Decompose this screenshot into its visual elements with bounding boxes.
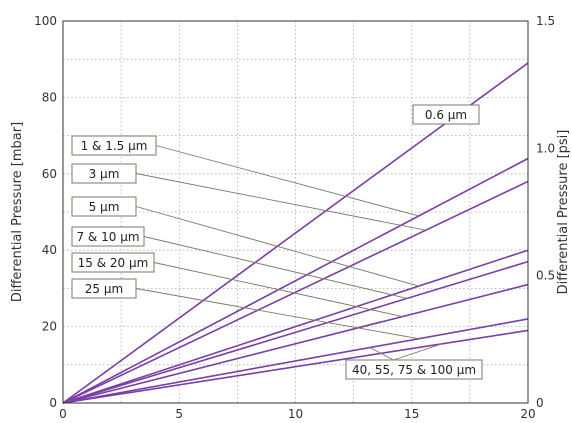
annotation-box	[71, 135, 157, 156]
annotation: 1 & 1.5 µm	[71, 135, 419, 217]
annotations: 0.6 µm 1 & 1.5 µm 3 µm 5 µm 7 & 10 µm 15 & 20…	[71, 104, 483, 380]
annotation-box	[412, 104, 480, 125]
leader-line	[155, 145, 419, 217]
leader-line	[135, 288, 419, 340]
series-line	[62, 329, 529, 404]
y-tick-label: 0	[49, 396, 57, 410]
annotation-label: 3 µm	[89, 167, 120, 181]
series-line	[62, 180, 529, 404]
annotation: 5 µm	[71, 196, 419, 287]
y-tick-label: 60	[42, 167, 57, 181]
annotation-label: 15 & 20 µm	[78, 256, 149, 270]
annotation: 15 & 20 µm	[71, 252, 403, 317]
annotation-box	[71, 278, 137, 299]
annotation-label: 40, 55, 75 & 100 µm	[352, 363, 476, 377]
leader-line	[135, 206, 419, 287]
annotation-box	[345, 359, 483, 380]
annotation: 25 µm	[71, 278, 419, 340]
annotation-label: 25 µm	[85, 282, 123, 296]
annotation-label: 7 & 10 µm	[76, 230, 139, 244]
x-tick-label: 15	[404, 407, 419, 421]
annotation: 7 & 10 µm	[71, 226, 408, 299]
annotation: 3 µm	[71, 163, 426, 231]
annotation: 40, 55, 75 & 100 µm	[345, 343, 483, 380]
y2-tick-label: 0	[536, 396, 544, 410]
y-tick-label: 40	[42, 243, 57, 257]
y2-tick-label: 1.0	[536, 141, 555, 155]
annotation-box	[71, 226, 145, 247]
x-tick-label: 0	[59, 407, 67, 421]
x-tick-label: 5	[175, 407, 183, 421]
y2-tick-label: 0.5	[536, 269, 555, 283]
y2-axis-title: Differential Pressure [psi]	[556, 130, 571, 295]
leader-line	[135, 173, 426, 231]
leader-line	[369, 347, 394, 361]
x-tick-label: 10	[288, 407, 303, 421]
annotation: 0.6 µm	[412, 104, 480, 125]
y2-tick-label: 1.5	[536, 14, 555, 28]
annotation-label: 1 & 1.5 µm	[81, 139, 148, 153]
series-line	[62, 283, 529, 404]
annotation-label: 5 µm	[89, 200, 120, 214]
x-tick-label: 20	[520, 407, 535, 421]
y-tick-label: 80	[42, 90, 57, 104]
leader-line	[393, 343, 443, 361]
series-line	[62, 318, 529, 404]
plot-frame	[62, 20, 529, 404]
annotation-label: 0.6 µm	[425, 108, 467, 122]
series-lines	[62, 62, 529, 404]
series-line	[62, 157, 529, 404]
annotation-box	[71, 163, 137, 184]
y-axis-title: Differential Pressure [mbar]	[10, 122, 25, 302]
y-tick-label: 20	[42, 320, 57, 334]
y-tick-label: 100	[34, 14, 57, 28]
annotation-box	[71, 252, 155, 273]
series-line	[62, 260, 529, 404]
leader-line	[143, 236, 408, 299]
leader-line	[153, 262, 403, 317]
annotation-box	[71, 196, 137, 217]
series-line	[62, 249, 529, 404]
